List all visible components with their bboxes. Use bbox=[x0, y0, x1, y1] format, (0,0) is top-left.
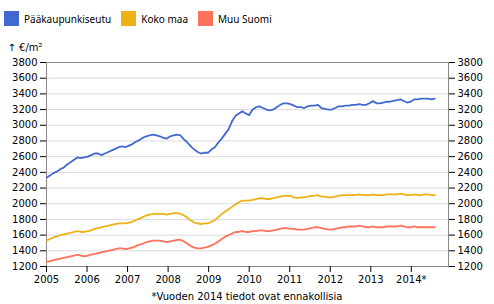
svg-text:2800: 2800 bbox=[458, 135, 483, 146]
svg-text:1200: 1200 bbox=[12, 261, 37, 272]
svg-text:2600: 2600 bbox=[12, 151, 37, 162]
html-text:Muu Suomi: Muu Suomi bbox=[218, 11, 272, 26]
svg-text:1800: 1800 bbox=[458, 214, 483, 225]
svg-text:2008: 2008 bbox=[155, 274, 180, 285]
svg-text:1200: 1200 bbox=[458, 261, 483, 272]
svg-text:2800: 2800 bbox=[12, 135, 37, 146]
svg-text:3400: 3400 bbox=[458, 88, 483, 99]
svg-text:2013: 2013 bbox=[358, 274, 383, 285]
svg-text:2200: 2200 bbox=[12, 182, 37, 193]
svg-text:3800: 3800 bbox=[458, 57, 483, 68]
svg-text:2400: 2400 bbox=[458, 167, 483, 178]
html-text:*Vuoden 2014 tiedot ovat ennak: *Vuoden 2014 tiedot ovat ennakollisia bbox=[151, 291, 343, 302]
svg-text:2007: 2007 bbox=[115, 274, 140, 285]
svg-text:1600: 1600 bbox=[458, 229, 483, 240]
svg-text:2012: 2012 bbox=[318, 274, 343, 285]
svg-text:3600: 3600 bbox=[458, 72, 483, 83]
svg-text:2600: 2600 bbox=[458, 151, 483, 162]
svg-text:1400: 1400 bbox=[458, 245, 483, 256]
svg-text:2011: 2011 bbox=[277, 274, 302, 285]
svg-text:2200: 2200 bbox=[458, 182, 483, 193]
svg-text:2000: 2000 bbox=[458, 198, 483, 209]
svg-text:3000: 3000 bbox=[458, 119, 483, 130]
svg-text:3600: 3600 bbox=[12, 72, 37, 83]
svg-text:3200: 3200 bbox=[12, 104, 37, 115]
svg-text:2010: 2010 bbox=[236, 274, 261, 285]
svg-text:2014*: 2014* bbox=[396, 274, 426, 285]
svg-text:2009: 2009 bbox=[196, 274, 221, 285]
svg-text:2400: 2400 bbox=[12, 167, 37, 178]
svg-text:1800: 1800 bbox=[12, 214, 37, 225]
svg-text:2000: 2000 bbox=[12, 198, 37, 209]
svg-text:2005: 2005 bbox=[34, 274, 59, 285]
svg-text:3200: 3200 bbox=[458, 104, 483, 115]
svg-text:3400: 3400 bbox=[12, 88, 37, 99]
svg-text:1400: 1400 bbox=[12, 245, 37, 256]
html-text:Koko maa: Koko maa bbox=[141, 11, 188, 26]
svg-text:1600: 1600 bbox=[12, 229, 37, 240]
svg-text:3000: 3000 bbox=[12, 119, 37, 130]
html-text:Pääkaupunkiseutu: Pääkaupunkiseutu bbox=[24, 11, 112, 26]
svg-text:↑ €/m²: ↑ €/m² bbox=[8, 42, 43, 53]
svg-text:2006: 2006 bbox=[74, 274, 99, 285]
svg-text:3800: 3800 bbox=[12, 57, 37, 68]
